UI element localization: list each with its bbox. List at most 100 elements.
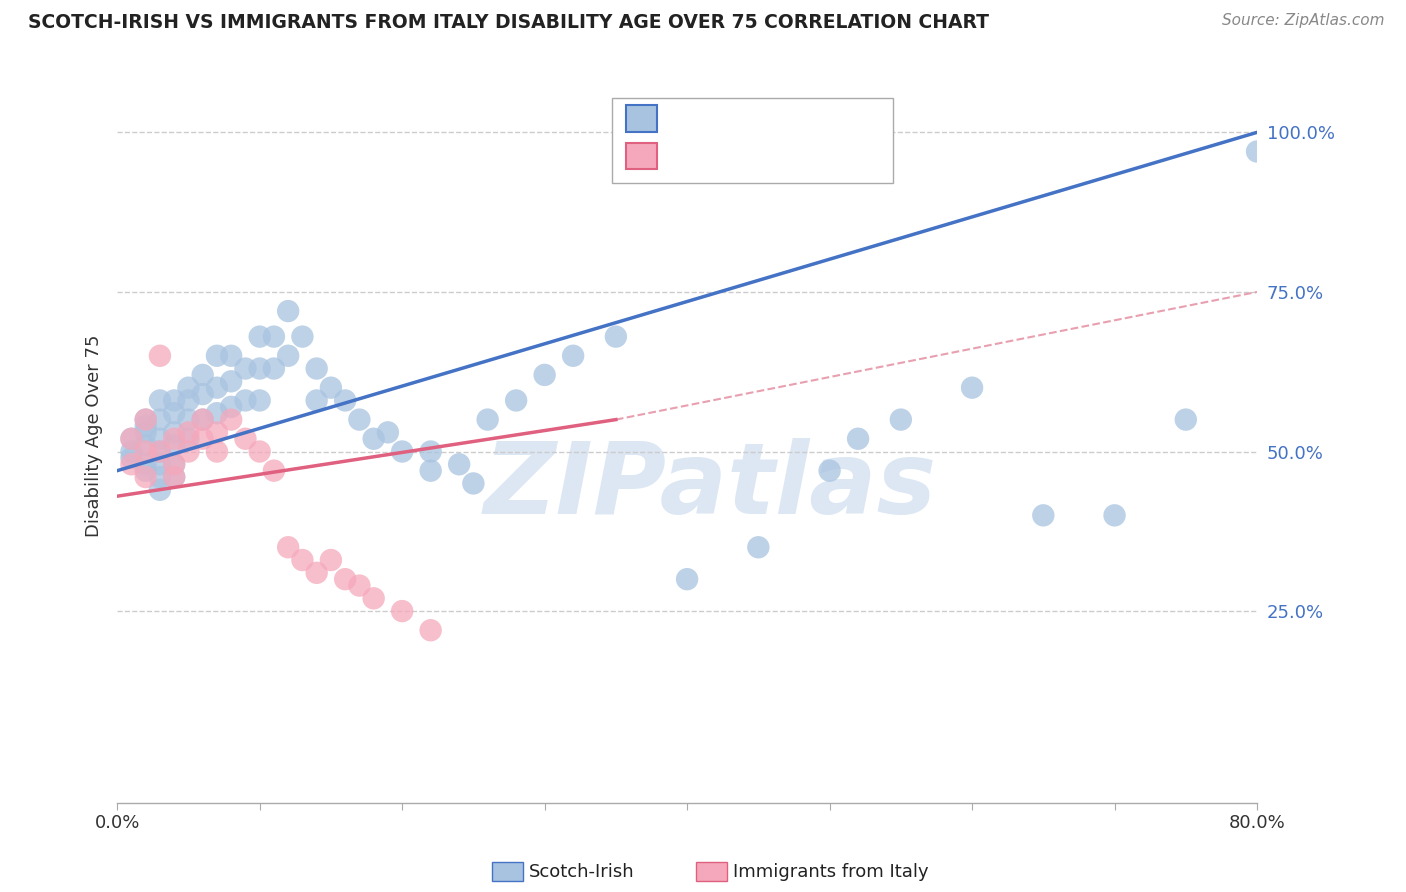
Point [135,444,157,458]
Point [505,393,527,408]
Point [163,425,186,440]
Point [120,444,142,458]
Point [1032,508,1054,523]
Point [163,457,186,471]
Point [219,412,242,426]
Point [177,432,200,446]
Point [120,432,142,446]
Point [191,387,214,401]
Point [163,457,186,471]
Point [363,432,385,446]
Point [477,412,499,426]
Point [463,476,485,491]
Point [135,438,157,452]
Point [177,393,200,408]
Point [1174,412,1197,426]
Point [163,393,186,408]
Point [605,329,627,343]
Point [120,457,142,471]
Point [205,425,228,440]
Point [205,349,228,363]
Point [235,393,257,408]
Point [205,406,228,420]
Point [163,432,186,446]
Point [846,432,869,446]
Point [291,329,314,343]
Point [219,374,242,388]
Point [219,349,242,363]
Point [149,483,172,497]
Point [263,329,285,343]
Point [135,457,157,471]
Point [149,393,172,408]
Point [419,464,441,478]
Point [305,361,328,376]
Point [177,381,200,395]
Point [235,432,257,446]
Point [319,553,342,567]
Point [249,393,271,408]
Point [149,444,172,458]
Point [305,566,328,580]
Point [135,464,157,478]
Point [219,400,242,414]
Point [960,381,983,395]
Point [291,553,314,567]
Point [235,361,257,376]
Point [177,412,200,426]
Text: R =  0.121   N = 29: R = 0.121 N = 29 [664,146,839,164]
Point [149,444,172,458]
Point [135,425,157,440]
Point [163,406,186,420]
Point [319,381,342,395]
Text: SCOTCH-IRISH VS IMMIGRANTS FROM ITALY DISABILITY AGE OVER 75 CORRELATION CHART: SCOTCH-IRISH VS IMMIGRANTS FROM ITALY DI… [28,13,988,32]
Point [135,470,157,484]
Point [419,624,441,638]
Point [533,368,555,382]
Point [333,393,356,408]
Point [277,304,299,318]
Point [149,457,172,471]
Text: ZIPatlas: ZIPatlas [484,439,936,535]
Point [377,425,399,440]
Text: Source: ZipAtlas.com: Source: ZipAtlas.com [1222,13,1385,29]
Point [249,329,271,343]
Point [191,412,214,426]
Point [890,412,912,426]
Point [363,591,385,606]
Point [205,444,228,458]
Point [149,432,172,446]
Point [263,464,285,478]
Point [191,432,214,446]
Point [149,470,172,484]
Point [177,425,200,440]
Point [163,470,186,484]
Point [149,349,172,363]
Point [149,412,172,426]
Point [249,444,271,458]
Point [747,541,769,555]
Point [449,457,471,471]
Point [277,541,299,555]
Text: Scotch-Irish: Scotch-Irish [529,863,634,881]
Point [120,432,142,446]
Point [419,444,441,458]
Point [135,412,157,426]
Point [177,444,200,458]
Point [263,361,285,376]
Point [277,349,299,363]
Y-axis label: Disability Age Over 75: Disability Age Over 75 [86,334,103,537]
Point [120,450,142,465]
Point [349,412,371,426]
Point [1246,145,1268,159]
Point [391,444,413,458]
Point [562,349,585,363]
Point [305,393,328,408]
Point [333,572,356,586]
Text: R = 0.413   N = 72: R = 0.413 N = 72 [664,109,834,127]
Point [249,361,271,376]
Point [818,464,841,478]
Point [163,470,186,484]
Point [191,368,214,382]
Point [135,412,157,426]
